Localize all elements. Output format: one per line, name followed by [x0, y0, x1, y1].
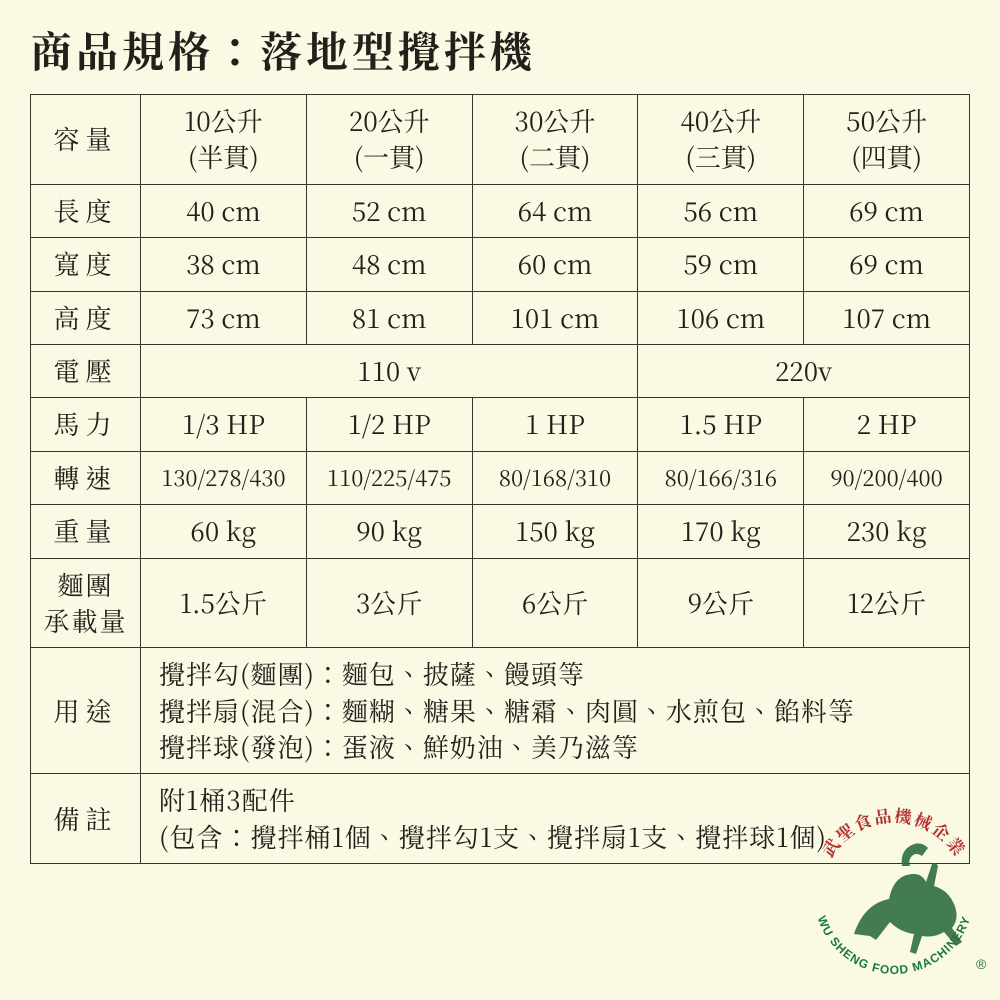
rowhead-width: 寬度: [31, 238, 141, 291]
row-dough: 麵團 承載量 1.5公斤 3公斤 6公斤 9公斤 12公斤: [31, 558, 970, 648]
row-voltage: 電壓 110 v 220v: [31, 344, 970, 397]
cap-2: 30公升(二貫): [472, 95, 638, 185]
cap-1: 20公升(一貫): [306, 95, 472, 185]
page-title: 商品規格：落地型攪拌機: [30, 20, 970, 80]
rowhead-note: 備註: [31, 774, 141, 864]
note-cell: 附1桶3配件 (包含：攪拌桶1個、攪拌勾1支、攪拌扇1支、攪拌球1個): [141, 774, 970, 864]
voltage-110: 110 v: [141, 344, 638, 397]
rowhead-capacity: 容量: [31, 95, 141, 185]
row-capacity: 容量 10公升(半貫) 20公升(一貫) 30公升(二貫) 40公升(三貫) 5…: [31, 95, 970, 185]
row-weight: 重量 60 kg 90 kg 150 kg 170 kg 230 kg: [31, 505, 970, 558]
rowhead-length: 長度: [31, 184, 141, 237]
spec-table: 容量 10公升(半貫) 20公升(一貫) 30公升(二貫) 40公升(三貫) 5…: [30, 94, 970, 864]
row-length: 長度 40 cm 52 cm 64 cm 56 cm 69 cm: [31, 184, 970, 237]
rowhead-hp: 馬力: [31, 398, 141, 451]
usage-cell: 攪拌勾(麵團)：麵包、披薩、饅頭等 攪拌扇(混合)：麵糊、糖果、糖霜、肉圓、水煎…: [141, 648, 970, 774]
svg-text:WU SHENG FOOD MACHINERY: WU SHENG FOOD MACHINERY: [815, 914, 974, 977]
rowhead-rpm: 轉速: [31, 451, 141, 504]
svg-text:®: ®: [976, 956, 987, 972]
row-hp: 馬力 1/3 HP 1/2 HP 1 HP 1.5 HP 2 HP: [31, 398, 970, 451]
row-usage: 用途 攪拌勾(麵團)：麵包、披薩、饅頭等 攪拌扇(混合)：麵糊、糖果、糖霜、肉圓…: [31, 648, 970, 774]
voltage-220: 220v: [638, 344, 970, 397]
row-rpm: 轉速 130/278/430 110/225/475 80/168/310 80…: [31, 451, 970, 504]
row-note: 備註 附1桶3配件 (包含：攪拌桶1個、攪拌勾1支、攪拌扇1支、攪拌球1個): [31, 774, 970, 864]
rowhead-voltage: 電壓: [31, 344, 141, 397]
cap-4: 50公升(四貫): [804, 95, 970, 185]
cap-3: 40公升(三貫): [638, 95, 804, 185]
rowhead-height: 高度: [31, 291, 141, 344]
rowhead-weight: 重量: [31, 505, 141, 558]
cap-0: 10公升(半貫): [141, 95, 307, 185]
rowhead-dough: 麵團 承載量: [31, 558, 141, 648]
row-height: 高度 73 cm 81 cm 101 cm 106 cm 107 cm: [31, 291, 970, 344]
rowhead-usage: 用途: [31, 648, 141, 774]
row-width: 寬度 38 cm 48 cm 60 cm 59 cm 69 cm: [31, 238, 970, 291]
